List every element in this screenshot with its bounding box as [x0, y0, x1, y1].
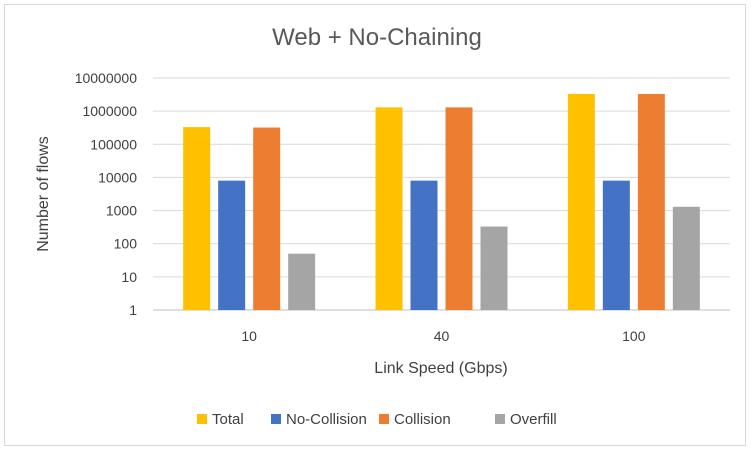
bar-total-10 [183, 127, 211, 310]
bars [183, 93, 700, 310]
y-axis-label: Number of flows [35, 136, 52, 252]
y-tick-label: 100000 [90, 136, 137, 152]
chart-title: Web + No-Chaining [272, 24, 482, 51]
bar-no-collision-40 [410, 180, 438, 310]
legend-label-collision: Collision [394, 411, 451, 428]
legend-swatch-total [197, 414, 207, 424]
y-tick-label: 10000 [98, 169, 137, 185]
bar-total-40 [375, 107, 403, 310]
legend: Total No-Collision Collision Overfill [197, 411, 557, 428]
y-tick-label: 10 [121, 269, 137, 285]
bar-total-100 [567, 93, 595, 310]
bar-collision-40 [445, 107, 473, 310]
legend-label-overfill: Overfill [510, 411, 557, 428]
bar-collision-100 [637, 93, 665, 310]
x-tick-label: 40 [434, 328, 450, 344]
y-tick-label: 1000 [106, 203, 137, 219]
x-tick-label: 10 [241, 328, 257, 344]
y-tick-label: 10000000 [75, 70, 138, 86]
legend-swatch-no-collision [271, 414, 281, 424]
bar-no-collision-10 [218, 180, 246, 310]
y-tick-label: 1000000 [82, 103, 137, 119]
bar-overfill-40 [480, 226, 508, 310]
legend-label-total: Total [212, 411, 244, 428]
bar-overfill-10 [288, 253, 316, 310]
grid-lines [153, 77, 730, 311]
bar-no-collision-100 [602, 180, 630, 310]
bar-collision-10 [253, 127, 281, 310]
x-tick-label: 100 [622, 328, 646, 344]
legend-swatch-collision [379, 414, 389, 424]
bar-overfill-100 [672, 206, 700, 310]
x-axis-label: Link Speed (Gbps) [374, 360, 507, 377]
legend-swatch-overfill [495, 414, 505, 424]
y-tick-labels: 1 10 100 1000 10000 100000 1000000 10000000 [75, 70, 138, 318]
x-tick-labels: 10 40 100 [241, 328, 645, 344]
legend-label-no-collision: No-Collision [286, 411, 367, 428]
y-tick-label: 1 [129, 302, 137, 318]
y-tick-label: 100 [114, 236, 138, 252]
